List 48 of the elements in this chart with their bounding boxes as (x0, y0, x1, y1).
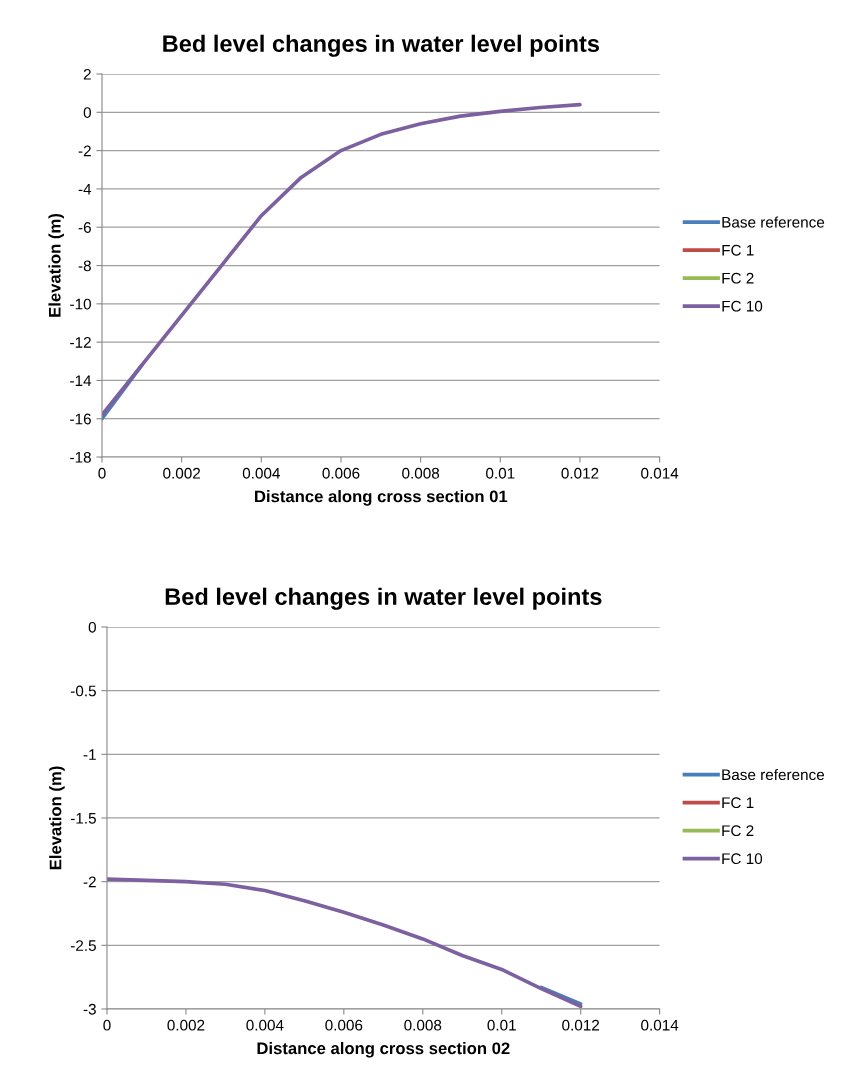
legend-label: FC 10 (722, 853, 763, 865)
y-axis-title: Elevation (m) (48, 214, 64, 317)
y-tick-label: -4 (78, 183, 92, 195)
y-tick-label: -1 (83, 749, 96, 760)
y-tick-label: -10 (70, 298, 91, 310)
y-tick-label: 2 (83, 68, 91, 80)
x-tick-label: 0.01 (487, 1019, 516, 1031)
legend-label: Base reference (722, 768, 825, 781)
x-tick-label: 0 (98, 467, 106, 479)
y-tick-label: -12 (70, 337, 91, 348)
y-tick-label: -2.5 (70, 940, 96, 951)
y-tick-label: -18 (70, 451, 91, 463)
y-tick-label: -16 (70, 413, 91, 425)
x-tick-label: 0.002 (167, 1019, 205, 1031)
legend-label: FC 2 (722, 825, 754, 837)
x-tick-label: 0.014 (641, 1019, 679, 1031)
x-tick-label: 0.008 (402, 467, 440, 479)
x-tick-label: 0.006 (322, 467, 360, 479)
y-tick-label: -1.5 (70, 813, 96, 824)
x-tick-label: 0.012 (561, 467, 599, 479)
y-tick-label: -6 (78, 222, 91, 233)
legend-label: FC 2 (722, 272, 754, 284)
x-tick-label: 0.006 (325, 1019, 363, 1031)
y-axis-title: Elevation (m) (49, 766, 65, 870)
x-axis-title: Distance along cross section 01 (255, 490, 508, 506)
x-axis-title: Distance along cross section 02 (257, 1041, 510, 1058)
x-tick-label: 0.012 (562, 1019, 600, 1031)
y-tick-label: -0.5 (70, 685, 96, 697)
x-tick-label: 0.014 (641, 467, 679, 479)
x-tick-label: 0.008 (404, 1019, 442, 1031)
y-tick-label: -8 (78, 260, 91, 272)
chart-title: Bed level changes in water level points (163, 34, 599, 57)
y-tick-label: 0 (88, 621, 96, 633)
x-tick-label: 0.002 (163, 467, 201, 479)
y-tick-label: -2 (83, 876, 96, 888)
y-tick-label: -14 (70, 375, 92, 386)
y-tick-label: -2 (78, 145, 91, 157)
chart-title: Bed level changes in water level points (165, 587, 602, 610)
legend-label: FC 1 (722, 244, 754, 256)
y-tick-label: 0 (83, 107, 91, 118)
legend-label: Base reference (722, 216, 825, 228)
y-tick-label: -3 (83, 1003, 96, 1015)
x-tick-label: 0.004 (246, 1019, 284, 1031)
x-tick-label: 0 (103, 1019, 111, 1031)
legend-label: FC 10 (722, 300, 763, 312)
x-tick-label: 0.004 (242, 467, 280, 479)
legend-label: FC 1 (722, 797, 754, 809)
x-tick-label: 0.01 (486, 467, 515, 479)
